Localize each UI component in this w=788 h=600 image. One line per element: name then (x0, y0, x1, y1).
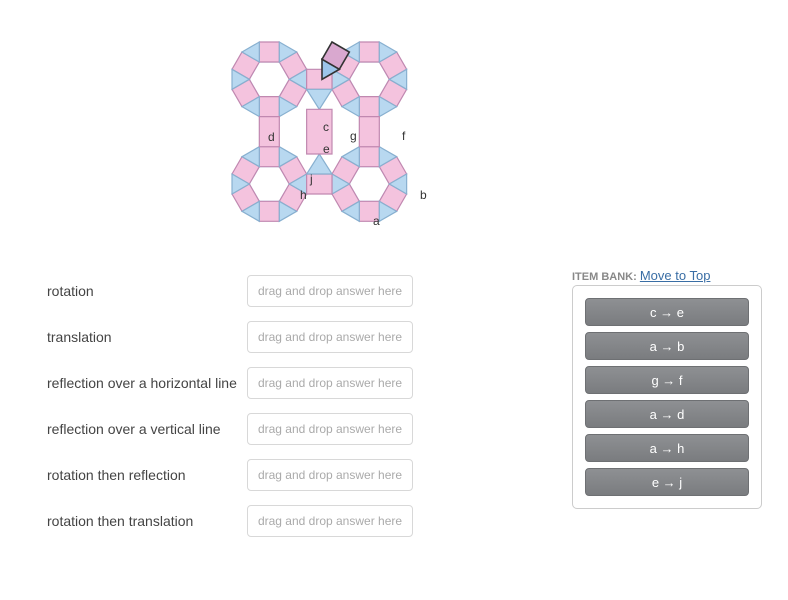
label-j: j (310, 172, 313, 186)
bank-item[interactable]: e → j (585, 468, 749, 496)
answer-row-rotation-reflection: rotation then reflection drag and drop a… (47, 459, 427, 491)
label-g: g (350, 129, 357, 143)
move-to-top-link[interactable]: Move to Top (640, 268, 711, 283)
drop-zone-reflection-vertical[interactable]: drag and drop answer here (247, 413, 413, 445)
answer-row-rotation-translation: rotation then translation drag and drop … (47, 505, 427, 537)
bank-item[interactable]: c → e (585, 298, 749, 326)
item-bank-header: ITEM BANK: Move to Top (572, 268, 710, 283)
tessellation-diagram: .hex { fill: #ffffff; stroke: #a8cdee; s… (200, 30, 440, 240)
answer-label: rotation (47, 283, 247, 299)
label-b: b (420, 188, 427, 202)
item-bank-label: ITEM BANK: (572, 271, 637, 283)
answer-row-reflection-horizontal: reflection over a horizontal line drag a… (47, 367, 427, 399)
answer-label: reflection over a vertical line (47, 421, 247, 437)
answer-label: rotation then translation (47, 513, 247, 529)
label-c: c (323, 120, 329, 134)
drop-zone-rotation-reflection[interactable]: drag and drop answer here (247, 459, 413, 491)
bank-item[interactable]: a → d (585, 400, 749, 428)
answer-label: rotation then reflection (47, 467, 247, 483)
answer-label: translation (47, 329, 247, 345)
answer-row-translation: translation drag and drop answer here (47, 321, 427, 353)
label-h: h (300, 188, 307, 202)
answer-row-reflection-vertical: reflection over a vertical line drag and… (47, 413, 427, 445)
drop-zone-rotation[interactable]: drag and drop answer here (247, 275, 413, 307)
label-e: e (323, 142, 330, 156)
answer-row-rotation: rotation drag and drop answer here (47, 275, 427, 307)
bank-item[interactable]: a → h (585, 434, 749, 462)
label-d: d (268, 130, 275, 144)
label-a: a (373, 214, 380, 228)
bank-item[interactable]: a → b (585, 332, 749, 360)
drop-zone-reflection-horizontal[interactable]: drag and drop answer here (247, 367, 413, 399)
answer-label: reflection over a horizontal line (47, 375, 247, 391)
bank-item[interactable]: g → f (585, 366, 749, 394)
drop-zone-rotation-translation[interactable]: drag and drop answer here (247, 505, 413, 537)
answer-area: rotation drag and drop answer here trans… (47, 275, 427, 551)
label-f: f (402, 129, 405, 143)
drop-zone-translation[interactable]: drag and drop answer here (247, 321, 413, 353)
item-bank: c → e a → b g → f a → d a → h e → j (572, 285, 762, 509)
